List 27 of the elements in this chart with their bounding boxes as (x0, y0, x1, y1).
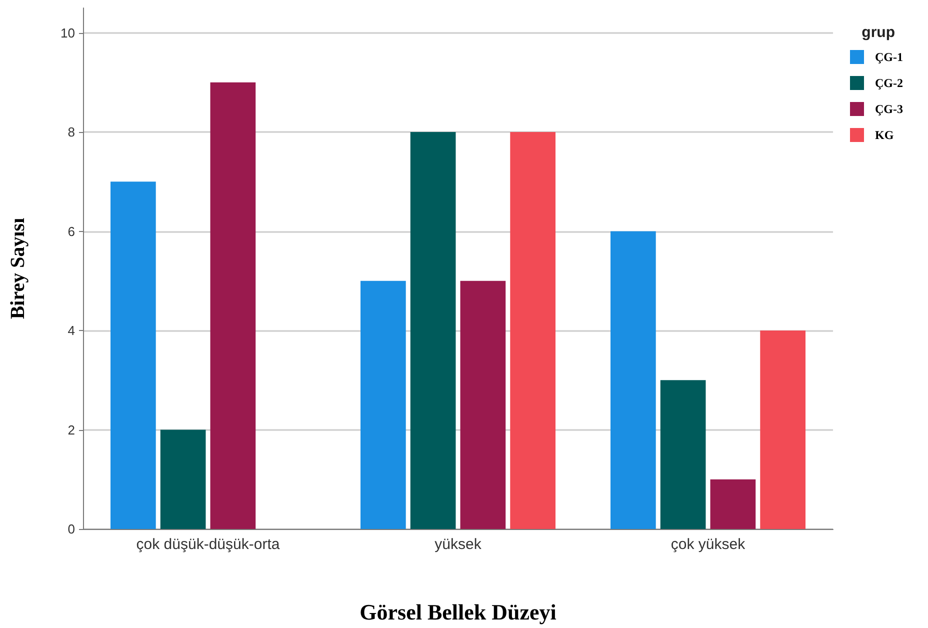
legend-label: ÇG-3 (875, 102, 904, 116)
legend-label: ÇG-1 (875, 50, 904, 64)
y-tick-label: 8 (68, 124, 75, 140)
legend-label: ÇG-2 (875, 76, 904, 90)
bar (660, 380, 706, 529)
y-axis-title: Birey Sayısı (7, 217, 29, 320)
x-axis-title: Görsel Bellek Düzeyi (360, 600, 556, 624)
bar (710, 479, 756, 529)
x-tick-label: çok düşük-düşük-orta (136, 536, 280, 553)
bar (410, 132, 456, 529)
bar (160, 430, 206, 529)
y-tick-label: 10 (60, 25, 75, 40)
bar (110, 182, 156, 529)
y-tick-label: 4 (68, 323, 75, 338)
y-tick-label: 2 (68, 422, 75, 438)
legend-title: grup (862, 24, 896, 41)
x-tick-label: çok yüksek (670, 536, 746, 553)
x-tick-label: yüksek (434, 536, 482, 553)
bar (210, 82, 256, 529)
bar (510, 132, 556, 529)
bar (360, 280, 406, 529)
legend-label: KG (875, 128, 894, 142)
y-tick-label: 0 (68, 522, 75, 536)
bar (460, 280, 506, 529)
bar (610, 231, 656, 529)
bar (760, 330, 806, 529)
y-tick-label: 6 (68, 224, 75, 239)
